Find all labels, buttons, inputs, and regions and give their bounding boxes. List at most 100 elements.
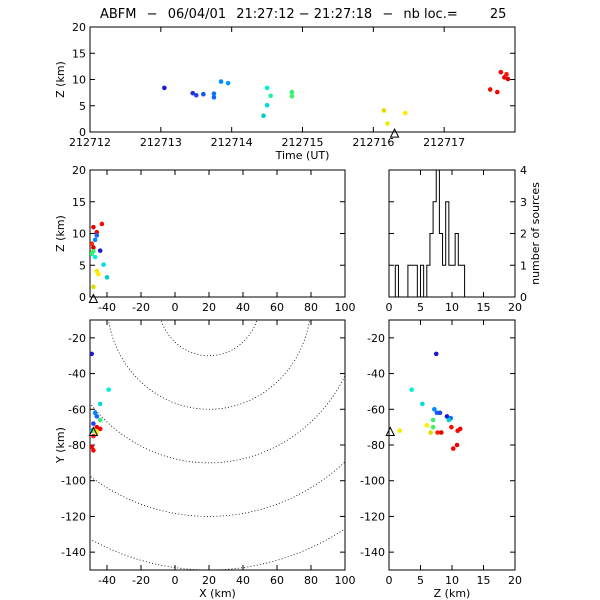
histogram-bar	[411, 265, 414, 297]
data-point	[437, 410, 443, 416]
data-point	[90, 251, 94, 257]
y-tick-label: 20	[72, 164, 86, 177]
x-tick-label: 40	[236, 574, 250, 587]
y-tick-label: -40	[367, 368, 385, 381]
data-point	[97, 426, 103, 432]
data-point	[487, 87, 493, 92]
y-tick-label: 10	[72, 74, 86, 87]
data-point	[162, 85, 167, 91]
y-tick-label: 15	[72, 196, 86, 209]
y-tick-label: 5	[79, 259, 86, 272]
x-tick-label: 20	[202, 301, 216, 314]
data-point	[201, 91, 206, 97]
data-point	[498, 69, 504, 75]
data-point	[455, 428, 460, 434]
data-point	[211, 91, 217, 96]
y-axis-label: Z (km)	[54, 215, 67, 252]
title-count: 25	[490, 7, 507, 22]
data-point	[444, 414, 450, 419]
data-point	[446, 417, 452, 423]
data-point	[435, 430, 440, 435]
data-points	[397, 351, 463, 451]
y-axis-label: Y (km)	[54, 427, 67, 464]
x-tick-label: 212713	[140, 136, 182, 149]
data-point	[92, 254, 98, 260]
data-point	[91, 284, 96, 290]
x-tick-label: 212717	[423, 136, 465, 149]
panel-plan-view: -40 -20 0 20 40 60 80 100 -140 -120 -100 -80 -60 -40 -…	[54, 319, 356, 600]
data-point	[433, 351, 439, 357]
x-tick-label: 212715	[282, 136, 324, 149]
data-point	[91, 421, 96, 426]
data-point	[90, 351, 94, 357]
y-tick-label: -40	[68, 368, 86, 381]
figure-title: ABFM − 06/04/01 21:27:12 − 21:27:18 − nb…	[100, 7, 506, 22]
y-tick-label: 5	[79, 100, 86, 113]
data-point	[289, 89, 295, 95]
data-point	[264, 102, 270, 108]
x-tick-label: 80	[304, 301, 318, 314]
data-point	[92, 410, 98, 416]
y-tick-label: 1	[520, 259, 527, 272]
station-marker	[88, 293, 99, 304]
data-point	[434, 410, 440, 416]
panel-frame	[89, 319, 346, 571]
y-axis-label: number of sources	[529, 182, 542, 285]
data-point	[402, 110, 408, 116]
data-point	[91, 448, 96, 453]
y-tick-label: -140	[360, 546, 385, 559]
x-tick-label: -20	[132, 301, 150, 314]
x-axis-label: X (km)	[199, 587, 236, 600]
data-point	[91, 245, 96, 250]
panel-time-height: 212712 212713 212714 212715 212716 212717 0 5 10…	[54, 21, 516, 162]
data-point	[420, 401, 425, 407]
x-axis-label: Z (km)	[434, 587, 471, 600]
x-tick-label: 100	[335, 301, 356, 314]
title-count-label: nb loc.=	[403, 7, 457, 22]
x-tick-label: 0	[172, 574, 179, 587]
y-tick-label: 0	[79, 126, 86, 139]
station-marker	[389, 127, 400, 138]
x-tick-label: -40	[98, 574, 116, 587]
data-point	[454, 442, 460, 448]
data-point	[90, 241, 94, 246]
data-point	[409, 387, 414, 392]
title-date: 06/04/01	[168, 7, 226, 22]
data-point	[211, 95, 217, 100]
x-tick-label: -40	[98, 301, 116, 314]
data-point	[289, 94, 295, 99]
data-point	[104, 275, 110, 280]
data-point	[92, 237, 98, 243]
x-tick-label: 0	[386, 301, 393, 314]
x-tick-label: 212714	[211, 136, 253, 149]
panel-x-height: -40 -20 0 20 40 60 80 100 0 5 10 15 20 Z (km)	[54, 164, 356, 314]
station-marker	[88, 426, 99, 436]
data-point	[218, 79, 224, 84]
data-point	[99, 221, 105, 227]
y-tick-label: -20	[68, 332, 86, 345]
station-marker	[385, 426, 396, 436]
y-tick-label: 10	[72, 228, 86, 241]
x-tick-label: 20	[508, 301, 522, 314]
y-tick-label: -80	[68, 439, 86, 452]
y-tick-label: 0	[520, 291, 527, 304]
x-tick-label: 5	[417, 574, 424, 587]
range-ring	[108, 320, 310, 410]
y-tick-label: 4	[520, 164, 527, 177]
panel-frame	[89, 169, 346, 298]
data-point	[264, 85, 270, 91]
x-tick-label: 20	[508, 574, 522, 587]
data-point	[424, 423, 430, 428]
x-tick-label: 5	[417, 301, 424, 314]
x-tick-label: 20	[202, 574, 216, 587]
panel-height-plan: 0 5 10 15 20 -140 -120 -100 -80 -60 -40 -20 Z (km)	[360, 319, 522, 600]
data-point	[90, 444, 94, 450]
data-point	[91, 224, 96, 230]
range-rings	[90, 320, 345, 570]
data-point	[505, 76, 511, 82]
panel-frame	[388, 319, 516, 571]
x-tick-label: 100	[335, 574, 356, 587]
x-tick-label: 15	[477, 574, 491, 587]
data-point	[381, 108, 387, 113]
